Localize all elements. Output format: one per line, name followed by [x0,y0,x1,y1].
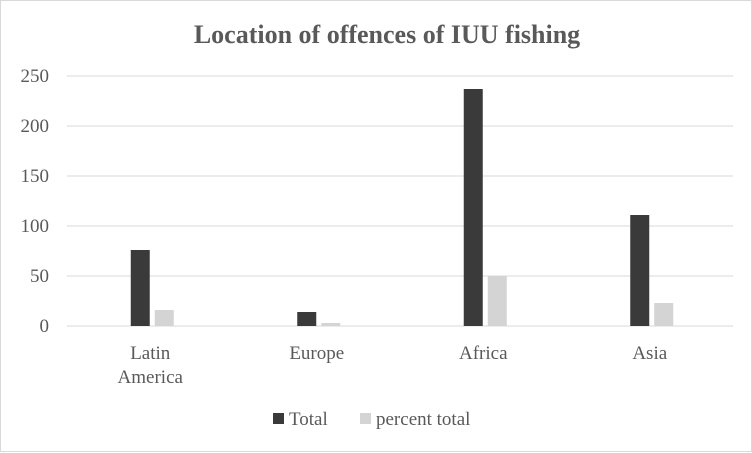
legend-label: Total [289,409,328,430]
y-tick-label: 150 [21,166,50,187]
y-tick-label: 50 [30,266,49,287]
gridlines [67,75,733,327]
legend: Total percent total [273,409,470,430]
x-tick-label: Asia [632,343,667,364]
y-axis-ticks: 0 50 100 150 200 250 [21,66,50,337]
y-tick-label: 0 [40,316,50,337]
bar-percent-total [487,276,507,326]
x-tick-label: Europe [289,343,344,364]
y-tick-label: 100 [21,216,50,237]
x-tick-label: Latin America [118,343,184,388]
chart-title: Location of offences of IUU fishing [194,20,580,49]
legend-label: percent total [376,409,470,430]
bars [130,89,674,326]
legend-swatch [360,413,371,424]
bar-percent-total [154,310,174,326]
bar-total [463,89,483,326]
y-tick-label: 250 [21,66,50,87]
x-tick-label: Africa [459,343,508,364]
y-tick-label: 200 [21,116,50,137]
bar-total [630,215,650,326]
bar-total [130,250,150,326]
legend-swatch [273,413,284,424]
x-axis-ticks: Latin America Europe Africa Asia [118,343,668,388]
bar-percent-total [654,303,674,326]
bar-percent-total [321,323,341,326]
bar-total [297,312,317,326]
